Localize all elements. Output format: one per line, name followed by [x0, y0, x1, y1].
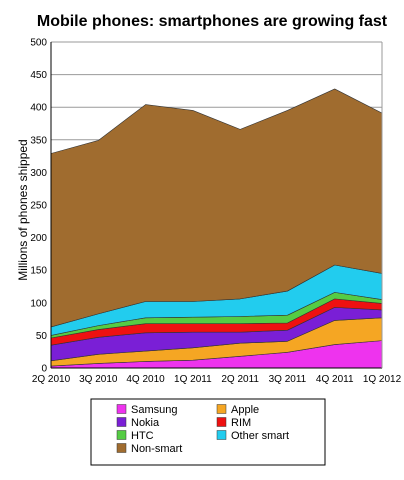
y-tick-label: 250 [30, 201, 47, 212]
legend-label-htc: HTC [131, 430, 154, 442]
axes: 0 50 100 150 200 250 300 350 400 450 500 2Q 2010 3Q … [30, 38, 401, 386]
y-tick-label: 450 [30, 70, 47, 81]
legend-swatch-non-smart [116, 443, 127, 453]
legend-label-nokia: Nokia [131, 417, 160, 429]
x-tick-label: 2Q 2010 [32, 374, 71, 385]
y-tick-label: 100 [30, 298, 47, 309]
legend-label-samsung: Samsung [131, 404, 177, 416]
y-tick-label: 150 [30, 266, 47, 277]
y-tick-label: 50 [36, 331, 48, 342]
y-tick-label: 400 [30, 103, 47, 114]
legend-swatch-samsung [116, 404, 127, 414]
legend-swatch-htc [116, 430, 127, 440]
y-tick-label: 200 [30, 233, 47, 244]
legend-label-other-smart: Other smart [231, 430, 289, 442]
y-tick-label: 350 [30, 135, 47, 146]
y-tick-label: 0 [41, 364, 47, 375]
x-tick-label: 4Q 2010 [126, 374, 165, 385]
legend-swatch-rim [216, 417, 227, 427]
y-tick-label: 300 [30, 168, 47, 179]
x-tick-label: 2Q 2011 [221, 374, 259, 385]
y-tick-label: 500 [30, 38, 47, 49]
y-axis-label: Millions of phones shipped [16, 139, 30, 280]
legend-label-rim: RIM [231, 417, 251, 429]
legend-box [90, 398, 326, 466]
legend: Samsung Apple Nokia RIM HTC Other smart Non-sm… [90, 398, 326, 466]
x-tick-label: 1Q 2012 [363, 374, 402, 385]
legend-swatch-other-smart [216, 430, 227, 440]
x-tick-label: 4Q 2011 [316, 374, 354, 385]
x-tick-label: 3Q 2010 [79, 374, 118, 385]
x-tick-label: 3Q 2011 [269, 374, 307, 385]
legend-label-non-smart: Non-smart [131, 443, 182, 455]
legend-swatch-apple [216, 404, 227, 414]
legend-label-apple: Apple [231, 404, 259, 416]
legend-swatch-nokia [116, 417, 127, 427]
x-tick-label: 1Q 2011 [174, 374, 212, 385]
chart-title: Mobile phones: smartphones are growing f… [37, 13, 388, 30]
